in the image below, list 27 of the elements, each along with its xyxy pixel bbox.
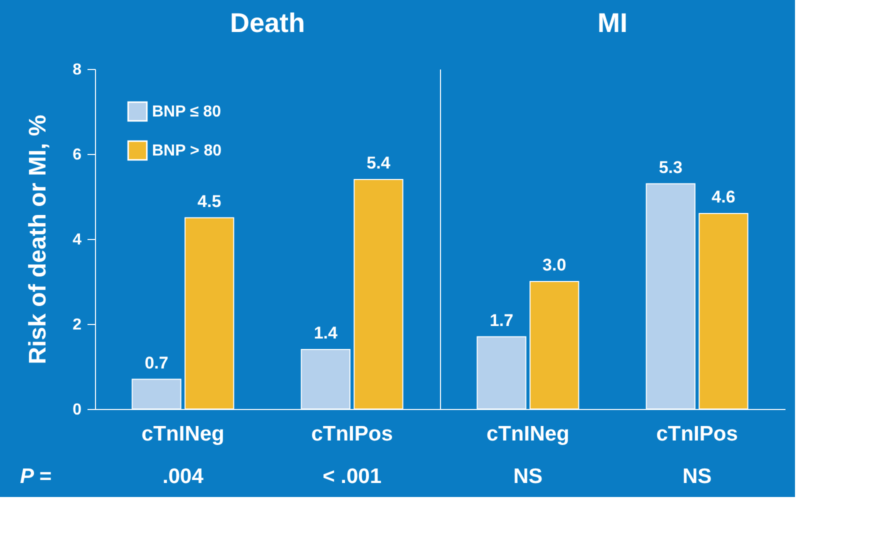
text: NS — [513, 465, 543, 488]
legend-label: BNP > 80 — [152, 142, 222, 160]
y-tick-label: 2 — [72, 316, 82, 334]
text: P = — [20, 465, 52, 488]
data-label: 4.5 — [198, 192, 222, 211]
data-label: 1.7 — [490, 310, 514, 330]
text: .004 — [162, 465, 204, 488]
data-label: 1.4 — [314, 324, 338, 342]
text: < .001 — [322, 465, 382, 488]
x-tick-label: cTnIPos — [311, 422, 393, 446]
y-tick-label: 4 — [72, 232, 82, 248]
chart-title: Death — [230, 8, 306, 38]
data-label: 3.0 — [542, 256, 566, 274]
x-tick-label: cTnINeg — [142, 422, 224, 446]
data-label: 5.4 — [366, 154, 391, 172]
data-label: 5.3 — [658, 158, 682, 177]
y-tick-label: 0 — [72, 402, 82, 418]
y-tick-label: 6 — [72, 146, 82, 164]
text: NS — [682, 465, 712, 488]
data-label: 0.7 — [144, 353, 168, 372]
data-label: 4.6 — [712, 188, 736, 206]
x-tick-label: cTnINeg — [486, 422, 570, 446]
chart-title: MI — [598, 8, 628, 38]
y-axis-title: Risk of death or MI, % — [24, 114, 52, 364]
y-tick-label: 8 — [72, 62, 82, 78]
x-tick-label: cTnIPos — [656, 422, 738, 446]
legend-label: BNP ≤ 80 — [152, 104, 222, 120]
